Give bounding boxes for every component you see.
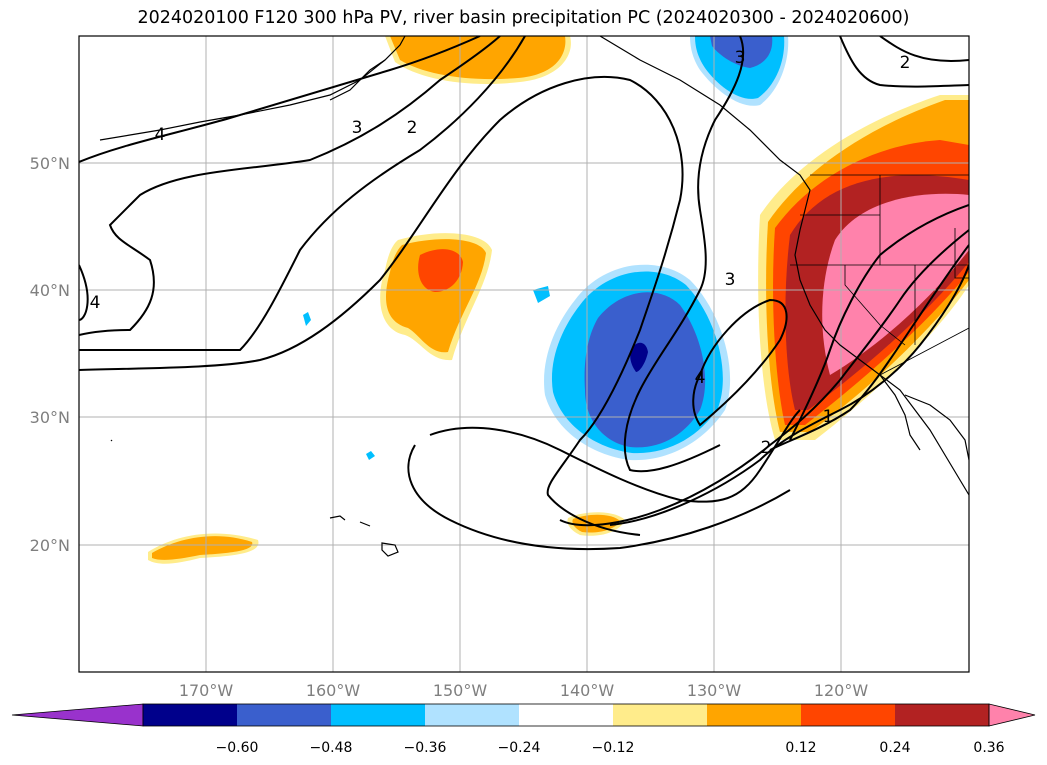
colorbar-block — [519, 704, 614, 726]
colorbar-extend-high — [988, 703, 1036, 727]
coast-hawaii-dot — [110, 439, 113, 442]
colorbar-block — [143, 704, 238, 726]
coast-alaska-aleutians — [99, 36, 406, 141]
pv-contour-northeast — [879, 36, 969, 62]
colorbar: −0.60−0.48−0.36−0.24−0.120.120.240.360.4… — [11, 703, 1036, 756]
pv-contour-northeast-2 — [839, 36, 969, 88]
precip-shading-negative — [303, 36, 789, 461]
coast-hawaii — [329, 515, 399, 557]
lat-label-20n: 20°N — [30, 536, 70, 555]
colorbar-tick-label: −0.36 — [404, 740, 447, 756]
colorbar-tick-label: 0.36 — [973, 740, 1004, 756]
pv-label-8: 1 — [823, 407, 834, 427]
colorbar-block — [425, 704, 520, 726]
coast-mainland-mexico — [904, 394, 969, 461]
colorbar-tick-label: 0.24 — [879, 740, 910, 756]
pv-contour-labels: 4 3 2 4 3 4 2 1 3 2 — [90, 48, 911, 458]
pv-contour-outer-south-2 — [407, 444, 791, 551]
pv-label-9: 3 — [725, 270, 736, 290]
shade-midpac-orangered — [418, 249, 463, 292]
pv-contour-4-southeast — [609, 264, 969, 526]
lat-axis-labels: 50°N 40°N 30°N 20°N — [30, 154, 70, 555]
colorbar-tick-label: −0.24 — [498, 740, 541, 756]
shade-goa-orange — [390, 36, 566, 80]
lon-label-170w: 170°W — [179, 681, 234, 700]
colorbar-block — [895, 704, 990, 726]
lon-label-140w: 140°W — [560, 681, 615, 700]
shade-hawaii-west-orange — [152, 536, 253, 560]
pv-label-4: 4 — [90, 293, 101, 313]
colorbar-tick-label: 0.12 — [785, 740, 816, 756]
pv-contour-4-northwest — [79, 36, 481, 163]
colorbar-outline — [142, 703, 990, 727]
pv-label-5: 3 — [735, 48, 746, 68]
pv-label-1: 4 — [155, 125, 166, 145]
lat-label-40n: 40°N — [30, 281, 70, 300]
shade-central-royalblue — [584, 292, 706, 448]
graticule — [79, 36, 969, 672]
colorbar-block — [613, 704, 708, 726]
colorbar-block — [237, 704, 332, 726]
pv-contour-3-north — [79, 36, 501, 336]
lat-label-50n: 50°N — [30, 154, 70, 173]
coast-bc-alaska-panhandle — [599, 36, 969, 496]
pv-label-10: 2 — [900, 53, 911, 73]
pv-contour-central-loop — [692, 298, 788, 427]
lon-axis-labels: 170°W 160°W 150°W 140°W 130°W 120°W — [179, 681, 869, 700]
pv-label-7: 2 — [761, 438, 772, 458]
shade-speck-2 — [303, 312, 311, 326]
pv-contours — [79, 36, 969, 551]
pv-contour-2-central — [79, 76, 684, 536]
pv-label-2: 3 — [352, 118, 363, 138]
colorbar-tick-label: −0.48 — [310, 740, 353, 756]
shade-speck-3 — [366, 451, 375, 460]
colorbar-blocks — [11, 703, 1036, 727]
border-us-mexico — [879, 327, 969, 376]
colorbar-block — [707, 704, 802, 726]
lon-label-130w: 130°W — [687, 681, 742, 700]
shade-south-orange — [572, 514, 620, 533]
shade-central-navy — [630, 342, 648, 372]
lon-label-120w: 120°W — [814, 681, 869, 700]
map-frame — [78, 35, 970, 673]
colorbar-block — [331, 704, 426, 726]
colorbar-tick-label: −0.60 — [216, 740, 259, 756]
pv-contour-1-southeast — [789, 204, 969, 441]
lon-label-150w: 150°W — [433, 681, 488, 700]
colorbar-extend-low — [11, 703, 144, 727]
shade-west-us-pink — [822, 193, 969, 375]
precip-shading-positive — [148, 36, 969, 564]
pv-contour-3-southeast — [769, 244, 969, 451]
pv-contour-4-west-loop — [79, 264, 89, 321]
pv-contour-3-central — [623, 36, 745, 473]
border-nv-ca — [844, 265, 906, 346]
coast-baja — [879, 374, 921, 451]
pv-contour-2-north — [79, 36, 526, 352]
shade-top-royalblue — [710, 36, 773, 68]
pv-label-6: 4 — [695, 368, 706, 388]
lon-label-160w: 160°W — [306, 681, 361, 700]
pv-label-3: 2 — [407, 118, 418, 138]
map-title: 2024020100 F120 300 hPa PV, river basin … — [137, 8, 910, 28]
pv-contour-outer-south — [429, 409, 801, 503]
lat-label-30n: 30°N — [30, 408, 70, 427]
colorbar-tick-label: −0.12 — [592, 740, 635, 756]
colorbar-labels: −0.60−0.48−0.36−0.24−0.120.120.240.360.4… — [216, 740, 1005, 756]
colorbar-block — [801, 704, 896, 726]
pv-contour-2-southeast — [559, 229, 969, 527]
